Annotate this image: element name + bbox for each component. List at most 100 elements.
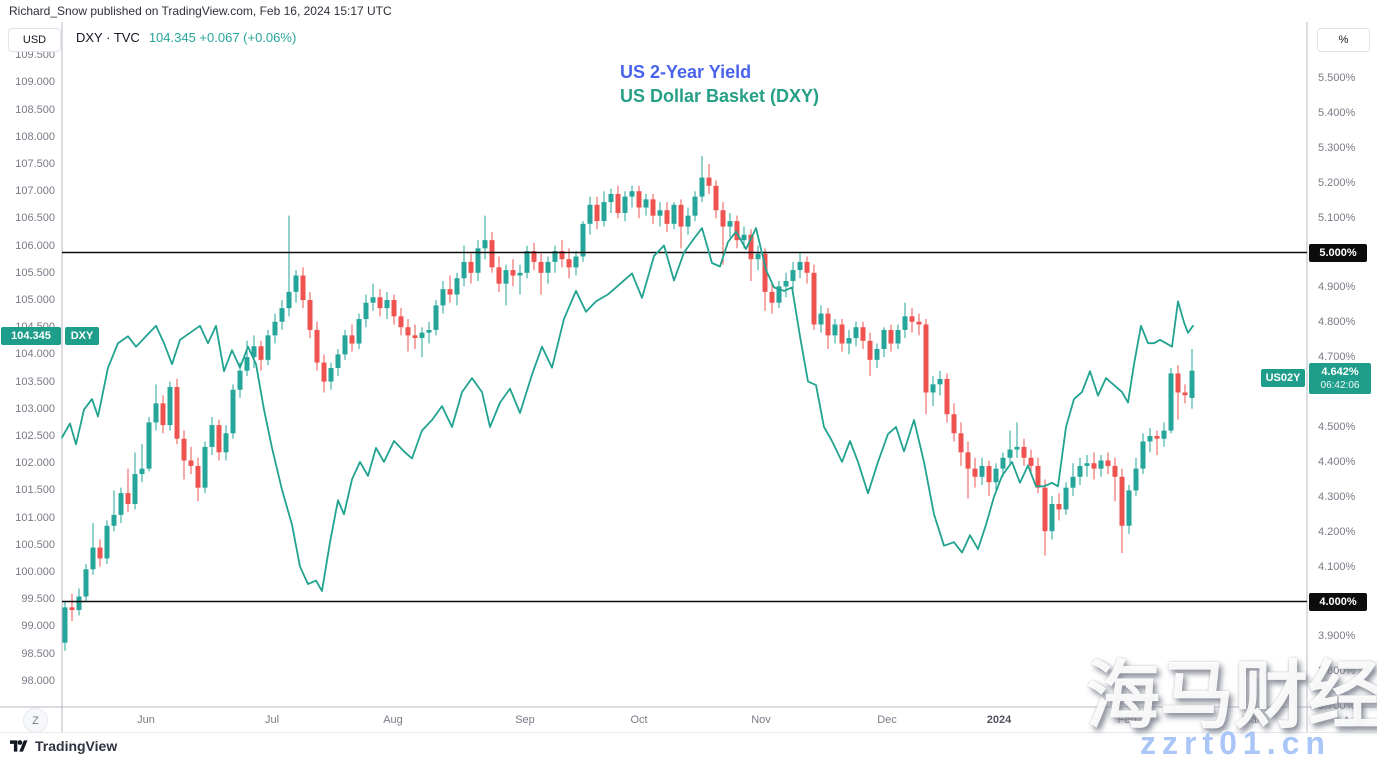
- candle-body: [1042, 487, 1048, 532]
- candle-body: [370, 297, 376, 303]
- candle-body: [1014, 446, 1020, 450]
- right-axis-tick: 3.900%: [1318, 630, 1356, 643]
- candle-body: [517, 272, 523, 276]
- candle-body: [272, 321, 278, 336]
- candle-body: [69, 607, 75, 611]
- candle-body: [377, 297, 383, 309]
- left-axis-tick: 108.000: [15, 130, 55, 143]
- left-axis-tick: 98.500: [21, 647, 55, 660]
- candle-body: [1133, 468, 1139, 491]
- candle-body: [482, 240, 488, 249]
- candle-body: [776, 286, 782, 303]
- candle-body: [202, 446, 208, 488]
- left-axis-tick: 107.500: [15, 158, 55, 170]
- time-axis-tick: Oct: [630, 714, 648, 726]
- candle-body: [1175, 373, 1181, 393]
- candle-body: [986, 465, 992, 483]
- left-axis-tick: 99.000: [21, 620, 55, 633]
- left-axis-tick: 102.500: [15, 430, 55, 442]
- candle-body: [1140, 441, 1146, 469]
- candle-body: [944, 378, 950, 415]
- candle-body: [538, 261, 544, 273]
- candle-body: [587, 204, 593, 224]
- right-axis-unit-button[interactable]: %: [1317, 28, 1370, 52]
- time-axis-tick: Dec: [877, 714, 897, 726]
- left-axis-currency-button[interactable]: USD: [8, 28, 61, 52]
- candle-body: [594, 204, 600, 222]
- candle-body: [825, 313, 831, 336]
- candle-body: [755, 253, 761, 260]
- candle-body: [223, 433, 229, 453]
- candle-body: [853, 327, 859, 339]
- candle-body: [118, 493, 124, 515]
- time-axis-tick: Aug: [383, 714, 403, 726]
- candle-body: [993, 468, 999, 483]
- candle-body: [601, 202, 607, 222]
- left-axis-tick: 100.500: [15, 538, 55, 551]
- right-price-axis[interactable]: 5.500% 5.400% 5.300% 5.200% 5.100% 4.900% 4.80…: [1307, 0, 1377, 763]
- candle-body: [783, 280, 789, 287]
- candle-body: [1049, 504, 1055, 532]
- tradingview-branding[interactable]: TradingView: [10, 738, 117, 754]
- right-axis-tick: 3.800%: [1318, 665, 1356, 678]
- timezone-button[interactable]: Z: [23, 708, 48, 733]
- candle-body: [671, 204, 677, 224]
- candle-body: [531, 251, 537, 262]
- candle-body: [1161, 430, 1167, 439]
- candle-body: [174, 387, 180, 439]
- candle-body: [167, 387, 173, 426]
- left-axis-tick: 109.500: [15, 49, 55, 62]
- candle-body: [125, 493, 131, 504]
- candle-body: [874, 348, 880, 360]
- candle-body: [391, 300, 397, 317]
- right-axis-tick: 5.500%: [1318, 72, 1356, 84]
- candle-body: [335, 354, 341, 368]
- left-axis-tick: 106.500: [15, 212, 55, 225]
- candle-body: [153, 403, 159, 423]
- candle-body: [1182, 392, 1188, 396]
- candle-body: [1035, 465, 1041, 488]
- candle-body: [951, 414, 957, 434]
- time-axis[interactable]: Jun Jul Aug Sep Oct Nov Dec 2024 Feb Mar: [0, 707, 1377, 732]
- candle-body: [566, 259, 572, 268]
- candle-body: [496, 267, 502, 284]
- candle-body: [83, 569, 89, 597]
- candle-body: [314, 329, 320, 363]
- candle-body: [685, 215, 691, 227]
- candle-body: [412, 335, 418, 339]
- candle-body: [573, 256, 579, 268]
- candle-body: [342, 335, 348, 355]
- right-axis-tick: 4.200%: [1318, 525, 1356, 538]
- candle-body: [797, 261, 803, 271]
- candle-body: [972, 468, 978, 477]
- us02y-last-price-label: 4.642% 06:42:06: [1309, 363, 1371, 394]
- candle-body: [629, 191, 635, 197]
- candle-body: [510, 270, 516, 276]
- auto-scale-button[interactable]: A: [1334, 708, 1359, 733]
- candle-body: [188, 460, 194, 466]
- right-axis-tick: 4.700%: [1318, 351, 1356, 364]
- left-axis-tick: 109.000: [15, 76, 55, 89]
- candle-body: [475, 248, 481, 273]
- candle-body: [930, 384, 936, 393]
- left-axis-tick: 107.000: [15, 185, 55, 198]
- candle-body: [1091, 463, 1097, 469]
- us2y-yield-line: [61, 227, 1194, 592]
- time-axis-tick: Feb: [1117, 714, 1137, 726]
- candle-body: [839, 324, 845, 344]
- tradingview-logo-icon: [10, 739, 29, 753]
- candle-body: [251, 346, 257, 358]
- symbol-legend[interactable]: DXY · TVC 104.345 +0.067 (+0.06%): [76, 30, 296, 45]
- left-axis-tick: 106.000: [15, 239, 55, 252]
- candle-body: [650, 199, 656, 216]
- candle-body: [678, 204, 684, 227]
- candle-body: [636, 191, 642, 208]
- candle-body: [419, 332, 425, 339]
- candle-body: [643, 199, 649, 208]
- right-axis-tick: 4.500%: [1318, 421, 1356, 433]
- left-price-axis[interactable]: 109.500 109.000 108.500 108.000 107.500 107.0…: [0, 0, 62, 763]
- candle-body: [615, 193, 621, 213]
- time-axis-tick: Jul: [264, 714, 280, 726]
- candle-body: [307, 300, 313, 330]
